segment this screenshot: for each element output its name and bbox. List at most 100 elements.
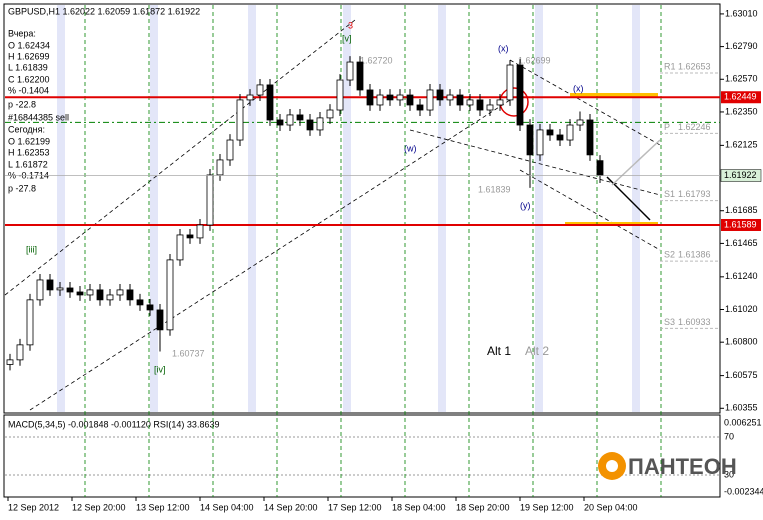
candle-body xyxy=(256,84,264,96)
candle-body xyxy=(506,64,514,101)
candle-body xyxy=(546,129,554,136)
info-line: O 1.62434 xyxy=(8,40,50,50)
candle-body xyxy=(476,99,484,111)
y-tick-label: 1.61465 xyxy=(725,238,758,248)
candle-body xyxy=(196,224,204,239)
session-band xyxy=(438,5,446,412)
candle-body xyxy=(56,287,64,291)
session-band xyxy=(57,5,65,412)
candle-body xyxy=(206,174,214,226)
candle-body xyxy=(286,114,294,126)
candle-body xyxy=(36,279,44,301)
candle-body xyxy=(576,119,584,126)
info-line: H 1.62699 xyxy=(8,51,50,61)
logo: ПАНТЕОН xyxy=(628,454,737,479)
wave-label: 3 xyxy=(348,20,353,30)
y-tick-label: 1.62125 xyxy=(725,140,758,150)
y-tick-label: 1.61020 xyxy=(725,304,758,314)
y-tick-label: 1.60800 xyxy=(725,337,758,347)
x-tick-label: 13 Sep 12:00 xyxy=(136,502,190,512)
header: GBPUSD,H1 1.62022 1.62059 1.61872 1.6192… xyxy=(8,6,200,16)
session-band xyxy=(343,5,351,412)
info-line: % -0.1404 xyxy=(8,85,49,95)
candle-body xyxy=(96,289,104,301)
candle-body xyxy=(456,94,464,106)
wave-label: (x) xyxy=(498,43,509,53)
info-line: #16844385 sell xyxy=(8,112,69,122)
candle-body xyxy=(86,289,94,296)
x-tick-label: 12 Sep 20:00 xyxy=(72,502,126,512)
info-line: H 1.62353 xyxy=(8,147,50,157)
x-tick-label: 18 Sep 04:00 xyxy=(392,502,446,512)
indicator-tick: 30 xyxy=(724,469,734,479)
pivot-name: P xyxy=(664,122,670,132)
candle-body xyxy=(326,109,334,119)
wave-label: [iv] xyxy=(154,364,166,374)
pivot-value: 1.62653 xyxy=(678,61,711,71)
candle-body xyxy=(346,61,354,81)
session-band xyxy=(535,5,543,412)
indicator-text: MACD(5,34,5) -0.001848 -0.001120 RSI(14)… xyxy=(8,419,219,429)
pivot-value: 1.61793 xyxy=(678,189,711,199)
candle-body xyxy=(536,129,544,156)
candle-body xyxy=(236,99,244,141)
alt-label: Alt 2 xyxy=(525,344,549,358)
candle-body xyxy=(416,104,424,111)
channel-line xyxy=(409,129,661,196)
price-label: 1.60737 xyxy=(172,348,205,358)
candle-body xyxy=(396,94,404,101)
candle-body xyxy=(106,294,114,301)
wave-label: [v] xyxy=(342,33,352,43)
candle-body xyxy=(126,289,134,301)
y-tick-label: 1.62790 xyxy=(725,41,758,51)
x-tick-label: 20 Sep 04:00 xyxy=(584,502,638,512)
session-bands xyxy=(57,5,640,412)
logo-icon xyxy=(606,460,618,472)
current-price-box xyxy=(720,169,762,182)
info-line: p -27.8 xyxy=(8,183,36,193)
session-band xyxy=(150,5,158,412)
candle-body xyxy=(406,94,414,106)
info-line: p -22.8 xyxy=(8,99,36,109)
candle-body xyxy=(496,99,504,106)
level-zone xyxy=(570,93,658,97)
wave-label: (w) xyxy=(404,143,417,153)
level-label: 1.61589 xyxy=(724,219,757,229)
candle-body xyxy=(166,259,174,331)
pivot-value: 1.62246 xyxy=(678,122,711,132)
projection-line xyxy=(606,176,651,221)
channel-line xyxy=(29,99,511,411)
candle-body xyxy=(176,234,184,261)
indicator-tick: 0.006251 xyxy=(724,417,762,427)
candle-body xyxy=(356,61,364,91)
price-label: 1.62699 xyxy=(518,55,551,65)
alt-label: Alt 1 xyxy=(487,344,511,358)
indicator-tick: -0.002344 xyxy=(724,486,763,496)
candle-body xyxy=(216,159,224,176)
y-tick-label: 1.63010 xyxy=(725,8,758,18)
y-tick-label: 1.60575 xyxy=(725,370,758,380)
candle-body xyxy=(316,117,324,131)
candle-body xyxy=(386,94,394,101)
candle-body xyxy=(46,279,54,291)
candle-body xyxy=(76,291,84,296)
candle-body xyxy=(376,94,384,106)
y-tick-label: 1.61240 xyxy=(725,271,758,281)
current-price-label: 1.61922 xyxy=(724,170,757,180)
price-label: 1.62720 xyxy=(360,55,393,65)
info-line: L 1.61839 xyxy=(8,62,48,72)
session-band xyxy=(248,5,256,412)
candle-body xyxy=(246,94,254,101)
x-tick-label: 14 Sep 20:00 xyxy=(264,502,318,512)
x-tick-label: 17 Sep 12:00 xyxy=(328,502,382,512)
candle-body xyxy=(146,304,154,311)
candle-body xyxy=(296,114,304,121)
candle-body xyxy=(336,79,344,111)
candle-body xyxy=(586,119,594,156)
x-tick-label: 14 Sep 04:00 xyxy=(200,502,254,512)
pivot-name: S1 xyxy=(664,189,675,199)
level-box xyxy=(721,91,761,104)
